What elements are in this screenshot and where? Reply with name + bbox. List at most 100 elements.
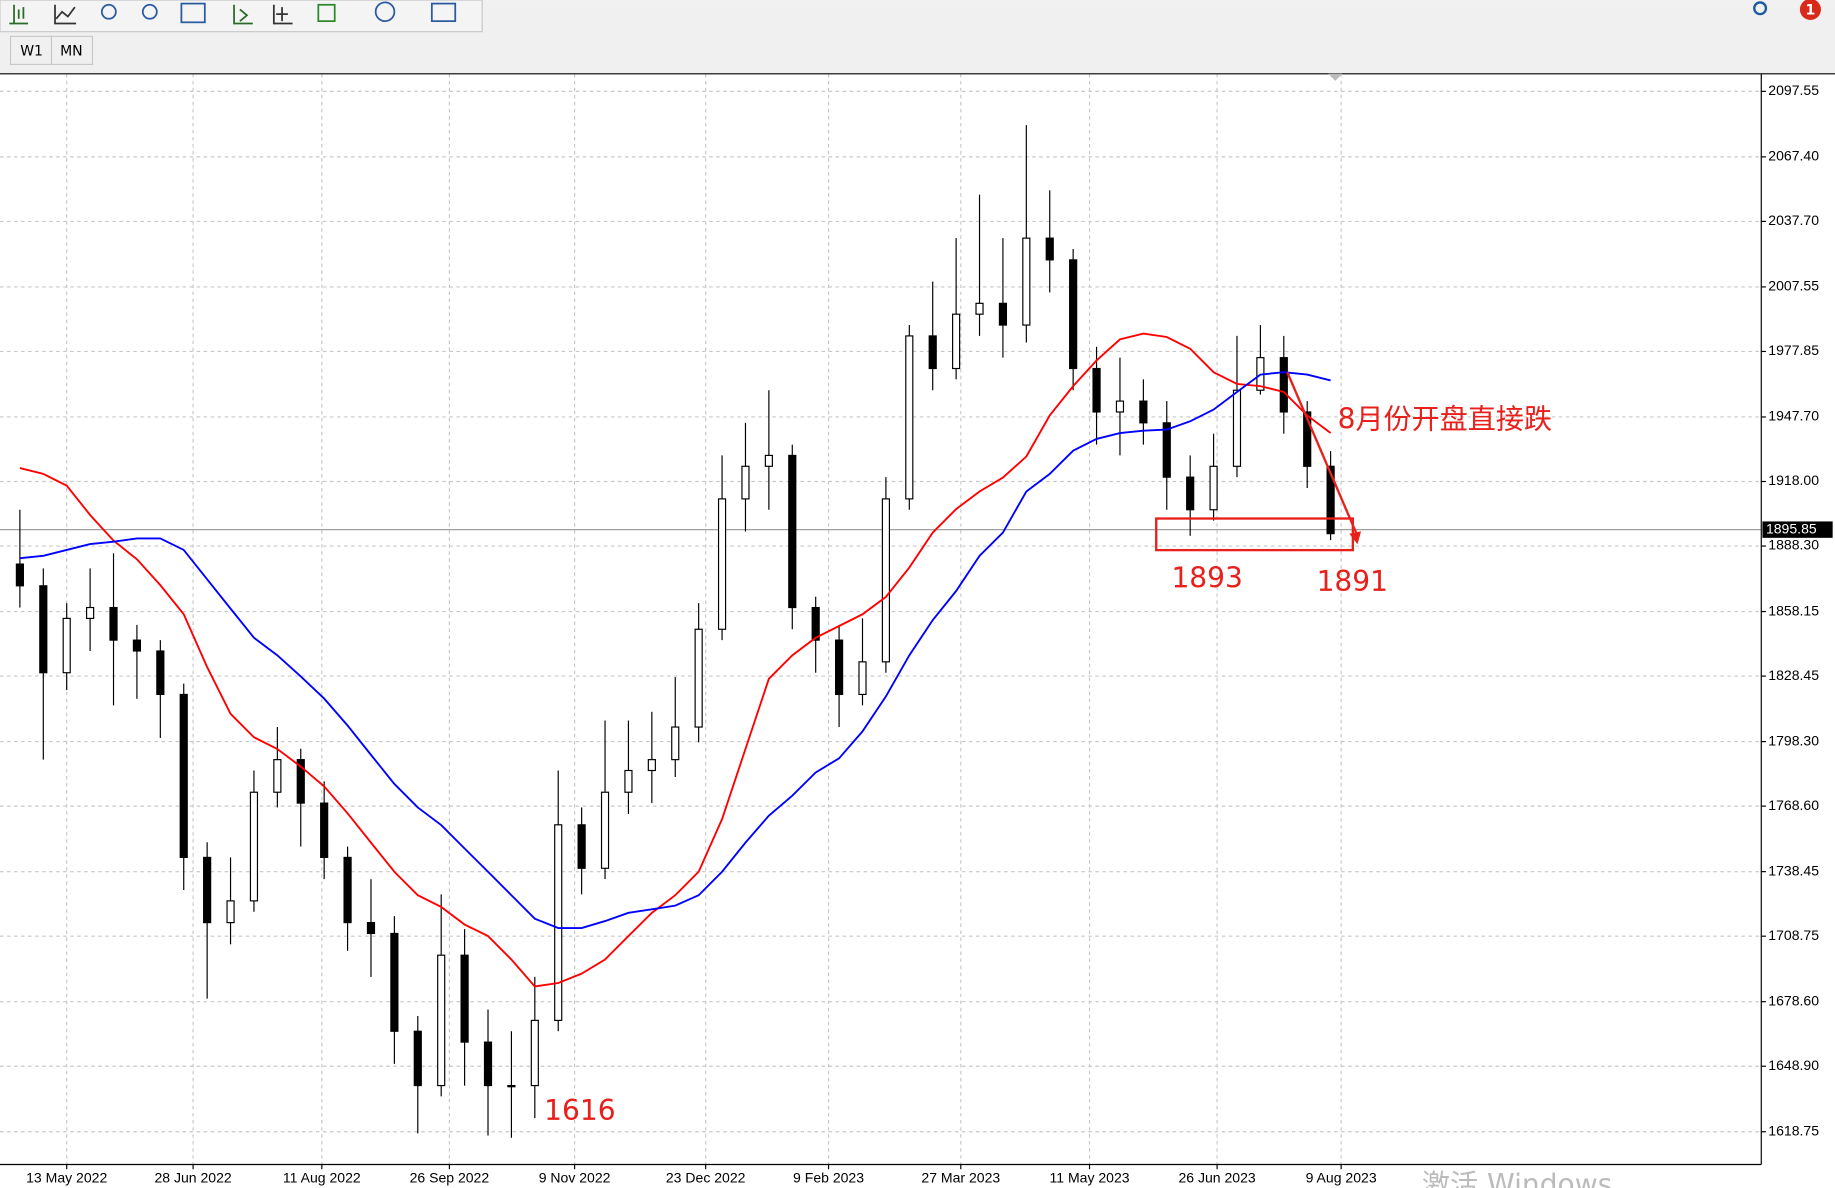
candle-body	[530, 1019, 539, 1087]
bar-chart-icon[interactable]	[9, 4, 29, 25]
annotation: 1891	[1317, 565, 1388, 598]
candle-body	[717, 498, 727, 630]
arrow-head	[1349, 531, 1362, 545]
y-tick-label: 1947.70	[1768, 408, 1819, 424]
candle-body	[179, 693, 188, 859]
candle-body	[15, 563, 24, 587]
candle-body	[928, 335, 937, 370]
x-tick-label: 9 Aug 2023	[1306, 1169, 1377, 1185]
candle-body	[741, 465, 750, 500]
candle-body	[1209, 465, 1218, 511]
candle-body	[671, 726, 680, 761]
candle-body	[320, 802, 329, 859]
timeframe-button[interactable]	[50, 35, 94, 66]
candle-body	[132, 639, 142, 652]
x-tick-label: 28 Jun 2022	[154, 1169, 231, 1185]
candle-body	[460, 954, 469, 1043]
candle-body	[390, 932, 399, 1032]
moving-average	[19, 371, 1331, 929]
candle-body	[998, 302, 1008, 326]
y-tick-label: 1858.15	[1768, 602, 1819, 618]
candle-body	[1162, 422, 1171, 478]
annotation: 1616	[544, 1094, 615, 1127]
search-icon[interactable]	[1753, 1, 1768, 16]
timeframe-button[interactable]	[9, 35, 53, 66]
moving-average	[19, 332, 1332, 988]
watermark: 激活 Windows	[1422, 1168, 1612, 1188]
candle-body	[1069, 259, 1078, 370]
y-tick-label: 2097.55	[1768, 82, 1819, 98]
tile-icon[interactable]	[180, 2, 206, 24]
template-icon[interactable]	[430, 2, 457, 23]
y-tick-label: 1798.30	[1768, 732, 1819, 748]
candle-body	[811, 606, 820, 641]
candle-body	[507, 1084, 516, 1088]
x-tick-label: 11 Aug 2022	[283, 1169, 361, 1185]
indicators-icon[interactable]	[317, 3, 336, 23]
candle-body	[1303, 411, 1312, 467]
toolbar	[0, 0, 483, 33]
candle-body	[483, 1041, 493, 1087]
trend-arrow	[1286, 371, 1359, 537]
candle-body	[600, 791, 610, 869]
notification-badge[interactable]	[1799, 0, 1821, 20]
candle-body	[905, 335, 914, 500]
toolbar-icons[interactable]	[9, 1, 457, 25]
x-tick-label: 23 Dec 2022	[666, 1169, 746, 1185]
candle-body	[413, 1030, 422, 1087]
candle-body	[156, 650, 165, 696]
x-tick-label: 27 Mar 2023	[921, 1169, 1000, 1185]
shift-icon[interactable]	[272, 4, 293, 25]
y-tick-label: 1708.75	[1768, 927, 1819, 943]
zoom-out-icon[interactable]	[141, 3, 158, 20]
period-icon[interactable]	[374, 1, 396, 23]
y-tick-label: 1918.00	[1768, 472, 1819, 488]
current-price-label: 1895.85	[1766, 520, 1817, 536]
candle-body	[577, 824, 586, 869]
candle-body	[1326, 465, 1335, 535]
y-tick-label: 1678.60	[1768, 992, 1819, 1008]
y-tick-label: 1648.90	[1768, 1057, 1819, 1073]
candle-body	[1186, 476, 1195, 511]
candle-body	[952, 313, 961, 370]
candle-body	[694, 628, 703, 728]
chart-background	[0, 73, 1835, 1188]
candle-body	[1115, 400, 1125, 413]
candle-body	[109, 606, 118, 641]
x-tick-label: 11 May 2023	[1049, 1169, 1129, 1185]
x-tick-label: 9 Feb 2023	[793, 1169, 864, 1185]
candle-body	[624, 769, 633, 793]
candle-body	[437, 954, 446, 1087]
timeframe-label: MN	[60, 44, 83, 60]
candle-body	[226, 900, 235, 924]
scroll-icon[interactable]	[233, 4, 253, 25]
line-chart-icon[interactable]	[54, 4, 77, 25]
candle-body	[1232, 389, 1242, 467]
candle-body	[1139, 400, 1148, 424]
candle-body	[1022, 237, 1031, 326]
candle-body	[554, 824, 563, 1021]
y-tick-label: 2037.70	[1768, 212, 1819, 228]
candle-body	[249, 791, 259, 902]
candle-body	[1279, 357, 1288, 413]
candle-body	[975, 302, 984, 315]
y-tick-label: 2067.40	[1768, 148, 1819, 164]
candle-body	[343, 856, 352, 924]
zoom-in-icon[interactable]	[100, 3, 117, 20]
candle-body	[1045, 237, 1054, 261]
candle-body	[764, 454, 773, 467]
candle-body	[273, 759, 282, 793]
candle-body	[296, 759, 305, 804]
candle-body	[86, 606, 95, 619]
candle-body	[788, 454, 797, 609]
y-tick-label: 1768.60	[1768, 797, 1819, 813]
current-price-box	[1762, 521, 1833, 538]
y-tick-label: 1618.75	[1768, 1122, 1819, 1138]
x-tick-label: 26 Sep 2022	[410, 1169, 490, 1185]
y-tick-label: 1828.45	[1768, 667, 1819, 683]
x-tick-label: 9 Nov 2022	[539, 1169, 611, 1185]
candle-body	[881, 498, 890, 663]
candle-body	[647, 759, 656, 772]
candle-body	[203, 856, 212, 924]
